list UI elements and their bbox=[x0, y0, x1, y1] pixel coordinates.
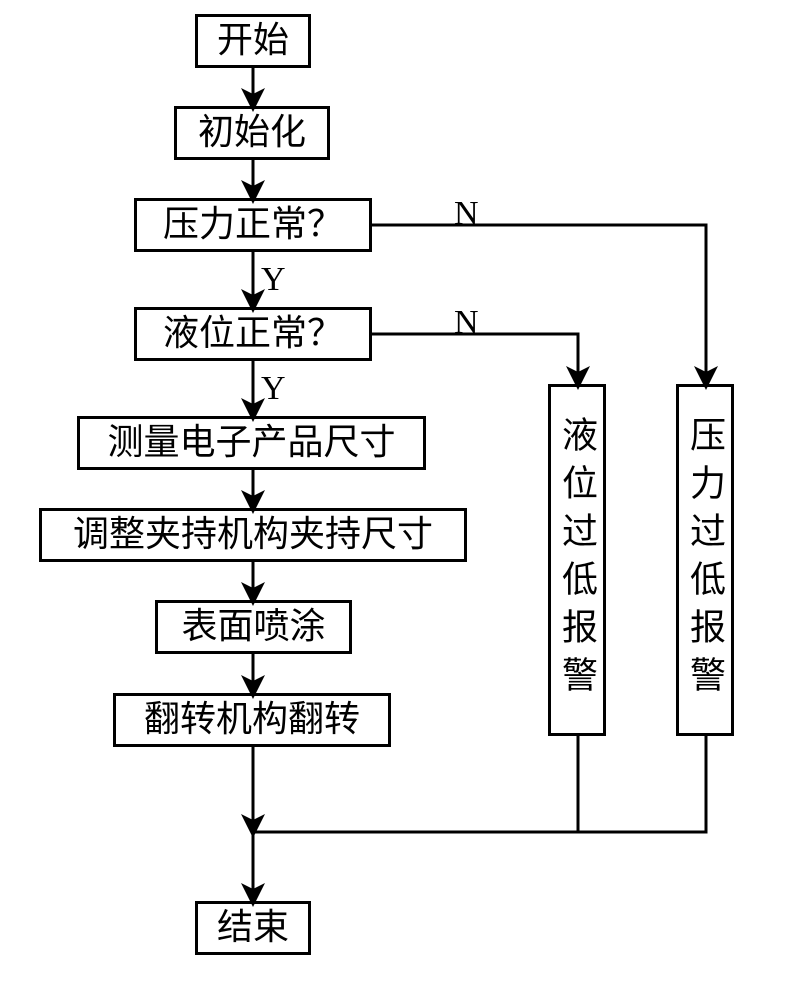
node-end: 结束 bbox=[195, 901, 311, 955]
node-adjust: 调整夹持机构夹持尺寸 bbox=[39, 508, 467, 562]
node-pressure-alarm-label: 压力过低报警 bbox=[687, 416, 723, 704]
node-spray: 表面喷涂 bbox=[155, 600, 352, 654]
label-n2: N bbox=[454, 304, 479, 342]
node-start: 开始 bbox=[195, 14, 311, 68]
label-y2: Y bbox=[261, 370, 286, 408]
node-measure: 测量电子产品尺寸 bbox=[77, 416, 426, 470]
node-level-alarm: 液位过低报警 bbox=[548, 384, 606, 736]
node-level-alarm-label: 液位过低报警 bbox=[559, 416, 595, 704]
node-level-q-label: 液位正常？ bbox=[163, 313, 343, 354]
node-pressure-q-label: 压力正常？ bbox=[163, 204, 343, 245]
node-init-label: 初始化 bbox=[198, 112, 306, 153]
label-y1: Y bbox=[261, 261, 286, 299]
node-init: 初始化 bbox=[174, 106, 330, 160]
node-pressure-q: 压力正常？ bbox=[134, 198, 372, 252]
node-measure-label: 测量电子产品尺寸 bbox=[107, 422, 395, 463]
flowchart-container: 开始 初始化 压力正常？ 液位正常？ 测量电子产品尺寸 调整夹持机构夹持尺寸 表… bbox=[0, 0, 805, 1000]
node-spray-label: 表面喷涂 bbox=[181, 606, 325, 647]
node-pressure-alarm: 压力过低报警 bbox=[676, 384, 734, 736]
node-end-label: 结束 bbox=[217, 907, 289, 948]
node-flip-label: 翻转机构翻转 bbox=[144, 699, 360, 740]
node-flip: 翻转机构翻转 bbox=[113, 693, 391, 747]
label-n1: N bbox=[454, 195, 479, 233]
node-adjust-label: 调整夹持机构夹持尺寸 bbox=[73, 514, 433, 555]
node-level-q: 液位正常？ bbox=[134, 307, 372, 361]
node-start-label: 开始 bbox=[217, 20, 289, 61]
